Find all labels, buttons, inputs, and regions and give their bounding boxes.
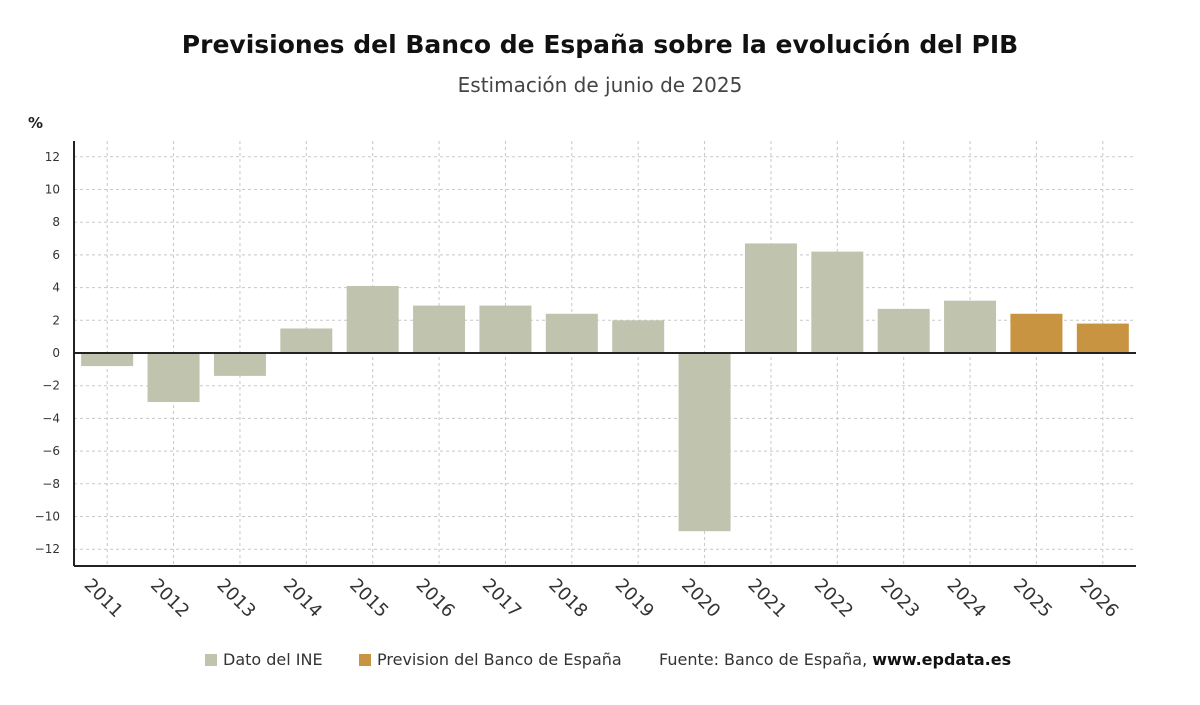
x-tick-label: 2017 [478,575,525,622]
bar-2025 [1010,313,1063,353]
y-tick-label: 8 [52,215,60,229]
bar-2026 [1076,323,1129,353]
bars [81,243,1129,532]
x-tick-label: 2019 [611,575,658,622]
chart-subtitle: Estimación de junio de 2025 [457,73,743,97]
bar-2018 [545,313,598,353]
legend-label-ine: Dato del INE [223,650,323,669]
bar-chart: 12 10 8 6 4 2 0 −2 −4 −6 −8 −10 −12 2011 2012 2013 2014 2… [35,141,1136,622]
y-tick-label: 0 [52,346,60,360]
x-tick-label: 2013 [212,575,259,622]
bar-2022 [811,251,864,353]
x-tick-label: 2020 [677,575,724,622]
legend-item-ine: Dato del INE [205,650,323,669]
y-tick-label: 10 [45,183,60,197]
source-site: www.epdata.es [872,650,1012,669]
axes [73,141,1136,567]
x-tick-label: 2018 [544,575,591,622]
chart-title: Previsiones del Banco de España sobre la… [181,30,1019,59]
bar-2013 [213,353,266,376]
y-tick-label: −6 [42,444,60,458]
y-tick-label: −8 [42,477,60,491]
x-tick-label: 2021 [743,575,790,622]
x-tick-label: 2011 [80,575,127,622]
bar-2017 [479,305,532,353]
bar-2015 [346,285,399,353]
y-tick-label: −12 [35,542,60,556]
legend-swatch-forecast [359,653,371,666]
x-tick-label: 2015 [345,575,392,622]
bar-2012 [147,353,200,403]
legend-item-forecast: Prevision del Banco de España [359,650,622,669]
source-note: Fuente: Banco de España, www.epdata.es [659,650,1011,669]
x-tick-label: 2024 [943,575,990,622]
x-tick-label: 2025 [1009,575,1056,622]
x-tick-label: 2016 [412,575,459,622]
y-tick-label: −4 [42,411,60,425]
y-tick-label: −10 [35,510,60,524]
bar-2024 [944,300,997,353]
source-prefix: Fuente: Banco de España, [659,650,873,669]
x-tick-label: 2014 [279,575,326,622]
y-axis-unit-label: % [28,114,44,132]
x-tick-label: 2012 [146,575,193,622]
bar-2019 [612,320,665,353]
legend-swatch-ine [205,653,217,666]
x-tick-label: 2022 [810,575,857,622]
bar-2020 [678,353,731,532]
bar-2016 [413,305,466,353]
legend-label-forecast: Prevision del Banco de España [377,650,622,669]
x-tick-label: 2023 [876,575,923,622]
y-tick-label: −2 [42,379,60,393]
bar-2014 [280,328,333,353]
bar-2023 [877,308,930,353]
x-tick-label: 2026 [1075,575,1122,622]
y-tick-label: 12 [45,150,60,164]
legend: Dato del INE Prevision del Banco de Espa… [0,648,1200,674]
bar-2021 [744,243,797,353]
y-tick-label: 2 [52,313,60,327]
y-tick-label: 6 [52,248,60,262]
bar-2011 [81,353,134,367]
y-tick-label: 4 [52,281,60,295]
